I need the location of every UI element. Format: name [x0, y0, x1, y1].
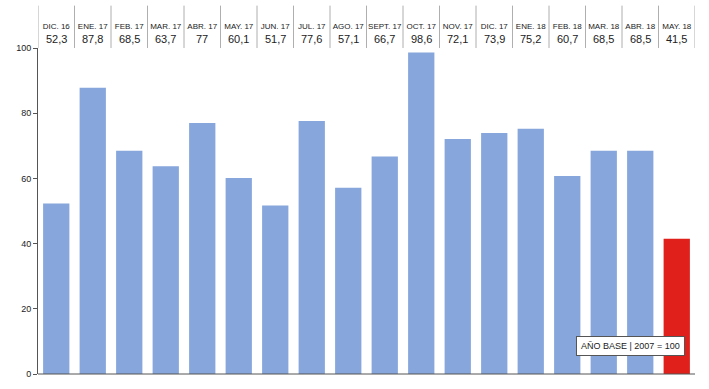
- svg-text:41,5: 41,5: [666, 33, 687, 45]
- svg-text:JUN. 17: JUN. 17: [261, 22, 290, 31]
- svg-text:68,5: 68,5: [593, 33, 614, 45]
- svg-text:JUL. 17: JUL. 17: [298, 22, 326, 31]
- svg-text:60,7: 60,7: [557, 33, 578, 45]
- svg-text:80: 80: [21, 108, 31, 118]
- svg-text:63,7: 63,7: [155, 33, 176, 45]
- svg-text:77: 77: [196, 33, 208, 45]
- svg-text:OCT. 17: OCT. 17: [407, 22, 437, 31]
- svg-text:FEB. 17: FEB. 17: [115, 22, 144, 31]
- svg-text:MAY. 17: MAY. 17: [224, 22, 254, 31]
- svg-text:87,8: 87,8: [82, 33, 103, 45]
- svg-text:ENE. 17: ENE. 17: [78, 22, 108, 31]
- svg-text:57,1: 57,1: [338, 33, 359, 45]
- svg-text:DIC. 16: DIC. 16: [43, 22, 71, 31]
- svg-text:MAR. 18: MAR. 18: [588, 22, 620, 31]
- svg-text:60,1: 60,1: [228, 33, 249, 45]
- svg-text:SEPT. 17: SEPT. 17: [368, 22, 402, 31]
- svg-text:AGO. 17: AGO. 17: [333, 22, 365, 31]
- svg-text:68,5: 68,5: [630, 33, 651, 45]
- svg-text:66,7: 66,7: [374, 33, 395, 45]
- svg-text:60: 60: [21, 174, 31, 184]
- svg-text:NOV. 17: NOV. 17: [443, 22, 473, 31]
- svg-text:68,5: 68,5: [119, 33, 140, 45]
- svg-text:ENE. 18: ENE. 18: [516, 22, 546, 31]
- svg-text:ABR. 18: ABR. 18: [625, 22, 655, 31]
- svg-text:FEB. 18: FEB. 18: [553, 22, 582, 31]
- svg-text:40: 40: [21, 239, 31, 249]
- svg-text:77,6: 77,6: [301, 33, 322, 45]
- svg-text:MAY. 18: MAY. 18: [662, 22, 692, 31]
- svg-text:75,2: 75,2: [520, 33, 541, 45]
- svg-text:MAR. 17: MAR. 17: [150, 22, 182, 31]
- svg-text:73,9: 73,9: [484, 33, 505, 45]
- svg-text:AÑO BASE | 2007 = 100: AÑO BASE | 2007 = 100: [581, 341, 680, 351]
- svg-text:52,3: 52,3: [46, 33, 67, 45]
- svg-text:0: 0: [26, 369, 31, 379]
- svg-text:20: 20: [21, 304, 31, 314]
- svg-text:51,7: 51,7: [265, 33, 286, 45]
- svg-text:ABR. 17: ABR. 17: [187, 22, 217, 31]
- svg-text:DIC. 17: DIC. 17: [481, 22, 509, 31]
- svg-text:72,1: 72,1: [447, 33, 468, 45]
- svg-text:100: 100: [16, 43, 31, 53]
- svg-text:98,6: 98,6: [411, 33, 432, 45]
